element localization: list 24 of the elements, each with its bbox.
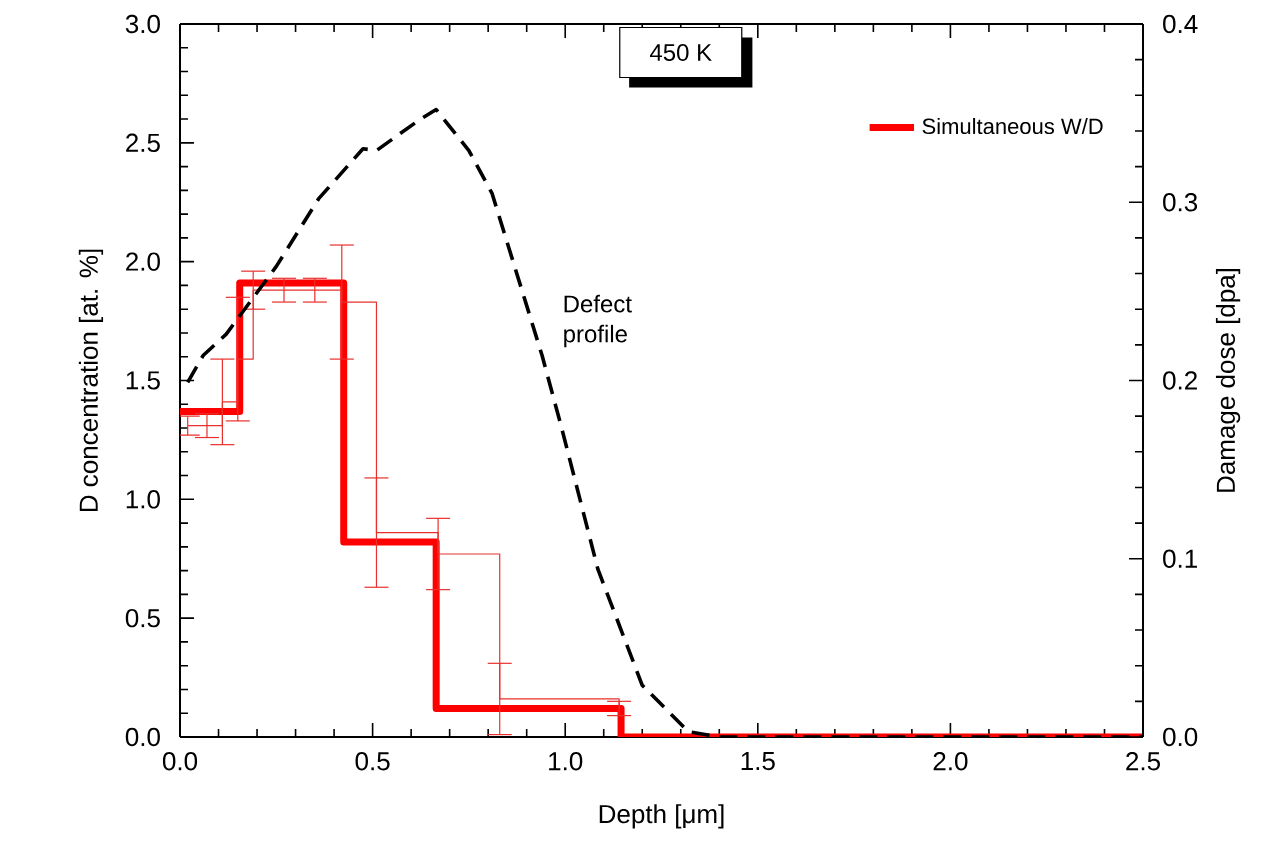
y-tick-label: 0.5 [125,608,160,628]
y-tick-label: 1.0 [126,490,160,509]
x-tick-label: 1.0 [549,752,583,771]
y2-tick-label: 0.2 [1163,371,1197,390]
x-tick-label: 0.0 [162,752,198,771]
annotation: 450 K [649,44,712,61]
y2-axis-title: Damage dose [dpa] [1215,268,1241,492]
y2-tick-label: 0.4 [1163,14,1198,34]
y2-tick-label: 0.1 [1163,549,1197,568]
x-axis-title: Depth [μm] [599,804,724,829]
y-tick-label: 2.0 [126,252,160,271]
y-tick-label: 2.5 [126,133,160,153]
legend-label: Simultaneous W/D [922,117,1103,135]
y-tick-label: 0.0 [125,727,160,747]
annotation: Defect profile [564,294,632,348]
y2-tick-label: 0.3 [1163,193,1198,212]
y-axis-title: D concentration [at. %] [78,249,104,512]
y-tick-label: 3.0 [125,14,160,34]
x-tick-label: 2.5 [1126,752,1160,771]
x-tick-label: 2.0 [933,752,968,771]
x-tick-label: 0.5 [355,752,390,771]
y-tick-label: 1.5 [126,371,160,390]
x-tick-label: 1.5 [741,752,775,771]
y2-tick-label: 0.0 [1163,727,1198,747]
